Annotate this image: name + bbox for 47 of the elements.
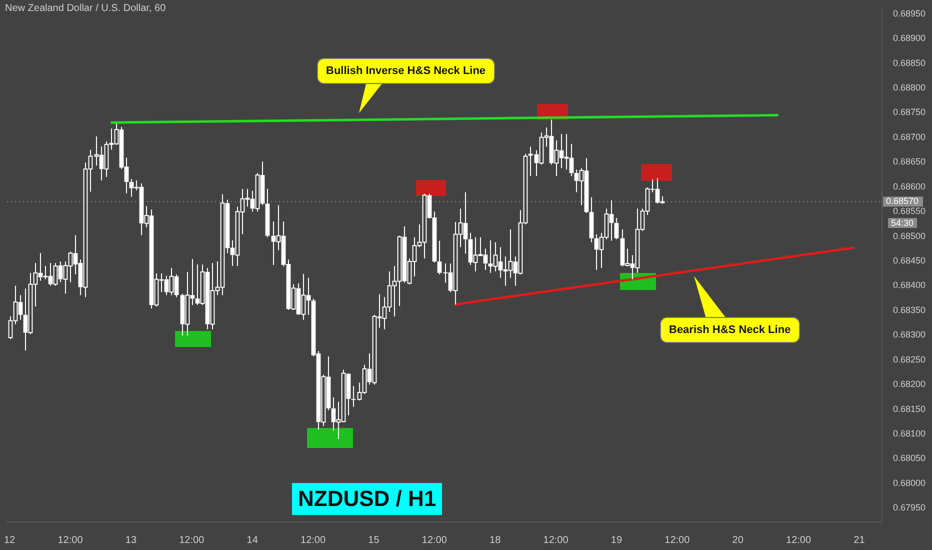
x-tick-label: 14	[246, 534, 258, 546]
x-tick-label: 12:00	[300, 534, 326, 546]
x-tick-label: 19	[610, 534, 622, 546]
candlestick	[614, 217, 619, 240]
candlestick	[589, 196, 594, 243]
y-tick-label: 0.68900	[893, 33, 926, 44]
y-tick-label: 0.68600	[893, 181, 926, 192]
x-tick-label: 15	[368, 534, 380, 546]
x-tick-label: 13	[125, 534, 137, 546]
y-tick-label: 0.68000	[893, 478, 926, 488]
y-tick-label: 0.68650	[893, 156, 926, 167]
y-tick-label: 0.68350	[893, 304, 926, 315]
y-tick-label: 0.68400	[893, 280, 926, 290]
chart-title: New Zealand Dollar / U.S. Dollar, 60	[5, 3, 166, 14]
y-tick-label: 0.67950	[893, 502, 926, 513]
y-tick-label: 0.68500	[893, 230, 926, 241]
x-tick-label: 18	[490, 534, 502, 546]
x-tick-label: 12:00	[179, 534, 205, 546]
y-tick-label: 0.68850	[893, 58, 926, 68]
y-tick-label: 0.68700	[893, 132, 926, 142]
y-tick-label: 0.68200	[893, 379, 926, 390]
annotation: Bearish H&S Neck Line	[660, 317, 800, 343]
annotation: Bullish Inverse H&S Neck Line	[317, 58, 495, 84]
y-tick-label: 0.68800	[893, 82, 926, 92]
candlestick	[437, 240, 442, 275]
x-tick-label: 12:00	[58, 534, 84, 546]
x-tick-label: 12	[4, 534, 16, 546]
y-tick-label: 0.68300	[893, 330, 926, 340]
y-tick-label: 0.68050	[893, 453, 926, 464]
y-tick-label: 0.68250	[893, 354, 926, 364]
y-tick-label: 0.68150	[893, 404, 926, 414]
x-tick-label: 20	[732, 534, 744, 546]
candlestick	[528, 146, 533, 176]
text: 54:30	[888, 218, 917, 228]
y-tick-label: 0.68950	[893, 8, 926, 18]
candlestick	[265, 188, 270, 238]
annotation: NZDUSD / H1	[292, 483, 442, 515]
y-tick-label: 0.68550	[893, 206, 926, 216]
y-tick-label: 0.68450	[893, 255, 926, 266]
y-tick-label: 0.68750	[893, 107, 926, 118]
x-tick-label: 12:00	[786, 534, 812, 546]
x-tick-label: 21	[854, 534, 866, 546]
y-tick-label: 0.68100	[893, 428, 926, 438]
x-tick-label: 12:00	[422, 534, 448, 546]
x-tick-label: 12:00	[543, 534, 569, 546]
x-tick-label: 12:00	[664, 534, 690, 546]
ref-line-label: 0.68570	[886, 196, 919, 206]
